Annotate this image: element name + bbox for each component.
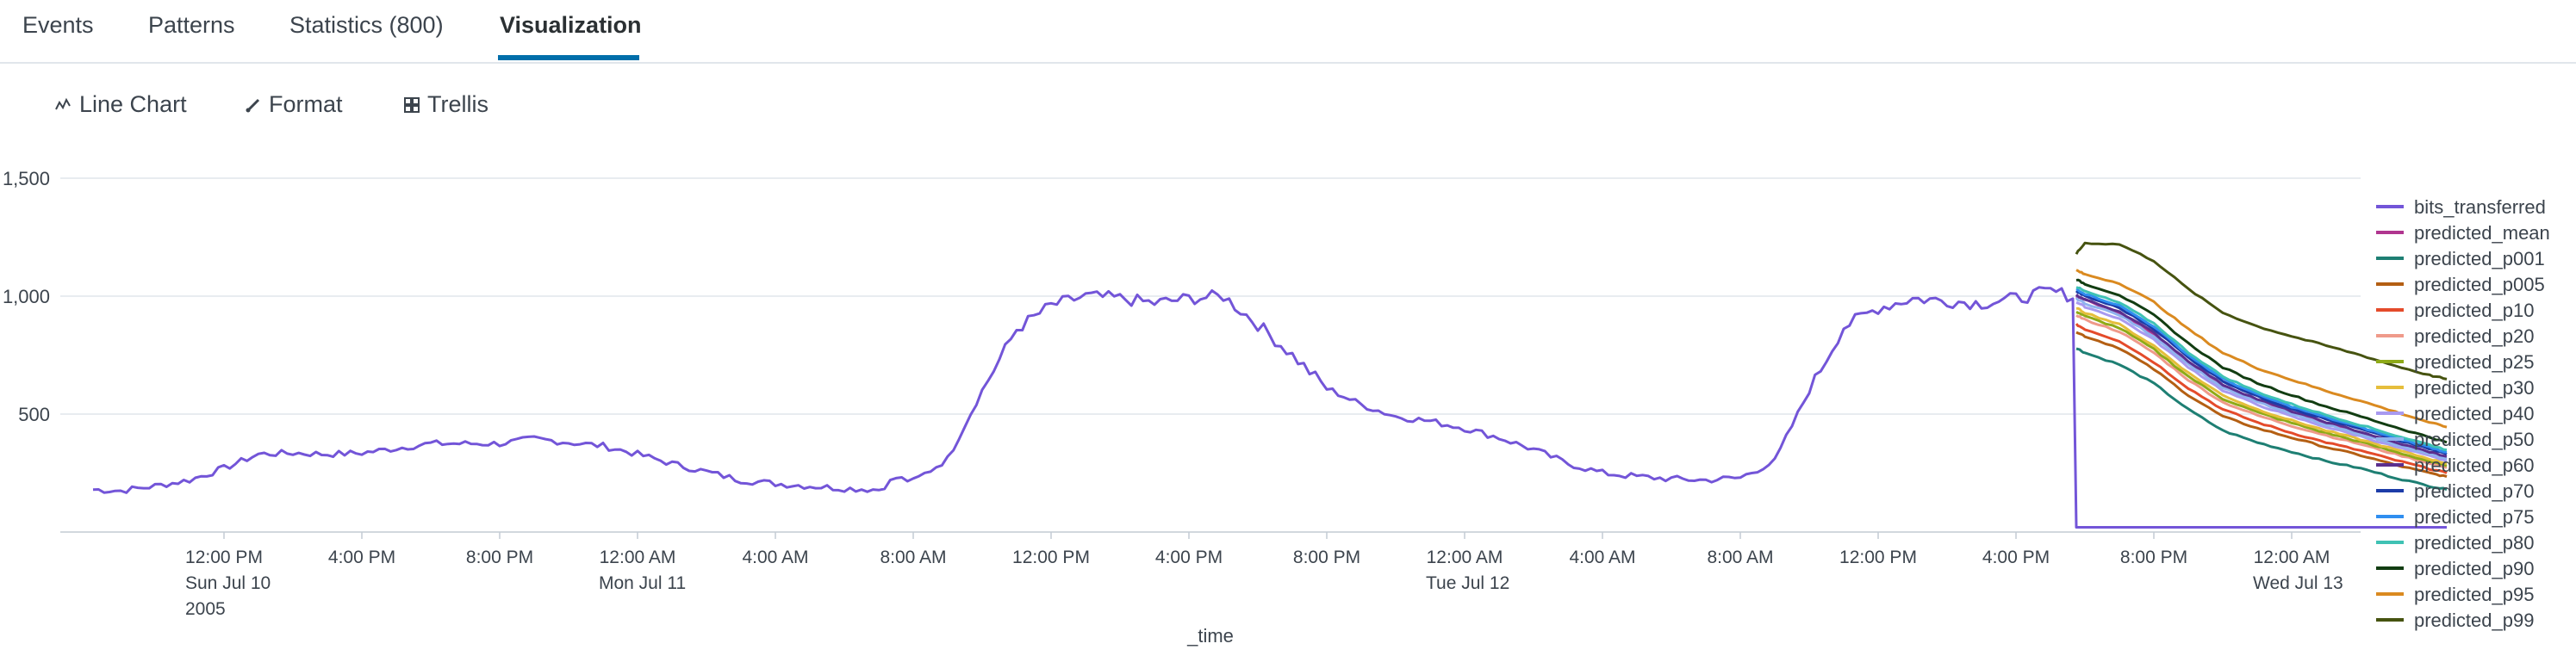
series-line-predicted-p40[interactable] bbox=[2075, 300, 2448, 462]
legend-label: predicted_p90 bbox=[2414, 558, 2534, 579]
tab-patterns[interactable]: Patterns bbox=[148, 12, 235, 38]
legend-item[interactable]: predicted_p30 bbox=[2376, 377, 2534, 399]
legend-item[interactable]: predicted_p005 bbox=[2376, 274, 2545, 295]
legend-item[interactable]: predicted_p20 bbox=[2376, 325, 2534, 347]
x-tick-sublabel: 2005 bbox=[185, 599, 226, 619]
line-chart[interactable]: 1,500 1,000 500 12:00 PM Sun Jul 10 2005 4:00… bbox=[0, 155, 2576, 656]
chart-legend[interactable]: bits_transferred predicted_mean predicted_… bbox=[2376, 196, 2550, 631]
chart-grid bbox=[60, 177, 2361, 533]
x-tick-label: 8:00 PM bbox=[2120, 548, 2187, 567]
legend-label: predicted_p95 bbox=[2414, 584, 2534, 605]
legend-item[interactable]: predicted_p25 bbox=[2376, 351, 2534, 373]
y-tick-label: 500 bbox=[18, 404, 50, 425]
legend-item[interactable]: predicted_p99 bbox=[2376, 610, 2534, 631]
x-tick-label: 12:00 PM bbox=[185, 548, 263, 567]
x-tick-label: 8:00 AM bbox=[880, 548, 946, 567]
y-axis: 1,500 1,000 500 bbox=[3, 168, 50, 425]
legend-item[interactable]: bits_transferred bbox=[2376, 196, 2546, 218]
series-line-predicted-p001[interactable] bbox=[2075, 347, 2448, 492]
legend-item[interactable]: predicted_p75 bbox=[2376, 506, 2534, 528]
legend-item[interactable]: predicted_p90 bbox=[2376, 558, 2534, 579]
line-chart-label: Line Chart bbox=[79, 91, 187, 117]
legend-item[interactable]: predicted_p10 bbox=[2376, 300, 2534, 321]
trellis-icon bbox=[403, 96, 420, 114]
line-chart-icon bbox=[55, 97, 72, 113]
legend-item[interactable]: predicted_p70 bbox=[2376, 480, 2534, 502]
series-line-predicted-p10[interactable] bbox=[2075, 323, 2448, 474]
x-tick-label: 4:00 AM bbox=[1569, 548, 1635, 567]
legend-label: predicted_p80 bbox=[2414, 532, 2534, 554]
x-tick-label: 8:00 PM bbox=[466, 548, 533, 567]
legend-item[interactable]: predicted_p50 bbox=[2376, 429, 2534, 450]
x-tick-label: 8:00 PM bbox=[1293, 548, 1360, 567]
legend-label: predicted_p30 bbox=[2414, 377, 2534, 399]
x-tick-label: 4:00 PM bbox=[1982, 548, 2050, 567]
legend-label: predicted_p40 bbox=[2414, 403, 2534, 424]
x-tick-label: 12:00 AM bbox=[600, 548, 676, 567]
x-tick-sublabel: Wed Jul 13 bbox=[2253, 573, 2343, 593]
x-tick-sublabel: Mon Jul 11 bbox=[599, 573, 686, 593]
legend-label: predicted_p001 bbox=[2414, 248, 2545, 269]
brush-icon bbox=[245, 96, 262, 114]
series-line-predicted-p30[interactable] bbox=[2075, 306, 2448, 465]
legend-label: predicted_p60 bbox=[2414, 455, 2534, 476]
x-tick-label: 4:00 PM bbox=[1155, 548, 1223, 567]
tab-events[interactable]: Events bbox=[22, 12, 94, 38]
legend-label: predicted_p10 bbox=[2414, 300, 2534, 321]
tab-statistics[interactable]: Statistics (800) bbox=[289, 12, 444, 38]
legend-label: predicted_p75 bbox=[2414, 506, 2534, 528]
tab-bar: Events Patterns Statistics (800) Visuali… bbox=[0, 0, 2576, 64]
x-tick-label: 12:00 AM bbox=[1427, 548, 1503, 567]
series-line-predicted-p005[interactable] bbox=[2075, 331, 2448, 479]
series-line-predicted-p95[interactable] bbox=[2075, 269, 2448, 429]
series-line-predicted-p60[interactable] bbox=[2075, 294, 2448, 458]
legend-label: predicted_p99 bbox=[2414, 610, 2534, 631]
legend-item[interactable]: predicted_p80 bbox=[2376, 532, 2534, 554]
x-axis: 12:00 PM Sun Jul 10 2005 4:00 PM 8:00 PM 12:0… bbox=[185, 532, 2343, 647]
legend-label: predicted_p005 bbox=[2414, 274, 2545, 295]
series-line-predicted-p25[interactable] bbox=[2075, 311, 2448, 467]
chart-series bbox=[92, 241, 2448, 529]
trellis-button[interactable]: Trellis bbox=[403, 91, 488, 118]
legend-item[interactable]: predicted_p40 bbox=[2376, 403, 2534, 424]
y-tick-label: 1,000 bbox=[3, 286, 50, 307]
x-axis-title: _time bbox=[1186, 625, 1234, 647]
series-line-predicted-p99[interactable] bbox=[2075, 241, 2448, 381]
y-tick-label: 1,500 bbox=[3, 168, 50, 189]
x-tick-label: 4:00 PM bbox=[328, 548, 395, 567]
series-line-predicted-p50[interactable] bbox=[2075, 297, 2448, 461]
legend-item[interactable]: predicted_p95 bbox=[2376, 584, 2534, 605]
x-tick-label: 4:00 AM bbox=[742, 548, 808, 567]
line-chart-button[interactable]: Line Chart bbox=[55, 91, 187, 118]
legend-label: predicted_mean bbox=[2414, 222, 2550, 244]
series-line-bits-transferred[interactable] bbox=[92, 286, 2447, 529]
format-button[interactable]: Format bbox=[245, 91, 343, 118]
x-tick-sublabel: Sun Jul 10 bbox=[185, 573, 271, 593]
active-tab-indicator bbox=[498, 55, 639, 60]
format-label: Format bbox=[269, 91, 343, 117]
x-tick-sublabel: Tue Jul 12 bbox=[1426, 573, 1509, 593]
series-line-predicted-p90[interactable] bbox=[2075, 278, 2448, 444]
x-tick-label: 12:00 PM bbox=[1012, 548, 1090, 567]
legend-item[interactable]: predicted_p60 bbox=[2376, 455, 2534, 476]
trellis-label: Trellis bbox=[427, 91, 488, 117]
legend-item[interactable]: predicted_p001 bbox=[2376, 248, 2545, 269]
legend-item[interactable]: predicted_mean bbox=[2376, 222, 2550, 244]
tab-visualization[interactable]: Visualization bbox=[500, 12, 642, 38]
legend-label: predicted_p25 bbox=[2414, 351, 2534, 373]
legend-label: predicted_p50 bbox=[2414, 429, 2534, 450]
series-line-predicted-p20[interactable] bbox=[2075, 314, 2448, 469]
legend-label: bits_transferred bbox=[2414, 196, 2546, 218]
x-tick-label: 8:00 AM bbox=[1707, 548, 1773, 567]
x-tick-label: 12:00 PM bbox=[1839, 548, 1917, 567]
legend-label: predicted_p20 bbox=[2414, 325, 2534, 347]
legend-label: predicted_p70 bbox=[2414, 480, 2534, 502]
series-line-predicted-p80[interactable] bbox=[2075, 286, 2448, 452]
x-tick-label: 12:00 AM bbox=[2254, 548, 2330, 567]
